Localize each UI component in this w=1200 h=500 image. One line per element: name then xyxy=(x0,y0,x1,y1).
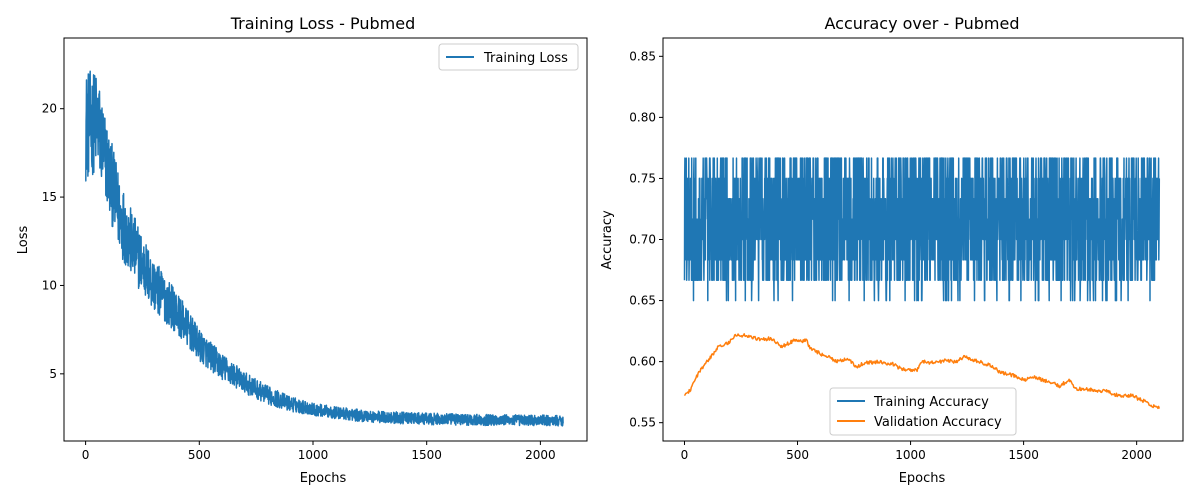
chart-left-legend-label-training-loss: Training Loss xyxy=(483,51,568,66)
right-x-tick-label: 500 xyxy=(786,448,809,462)
chart-left-y-ticks: 5 10 15 20 xyxy=(42,102,64,381)
left-series-training-loss-line xyxy=(85,70,564,427)
chart-left: Training Loss - Pubmed 0 500 1000 1500 2000 … xyxy=(16,14,588,486)
right-y-tick-label: 0.80 xyxy=(629,110,656,124)
left-x-tick-label: 1000 xyxy=(298,448,329,462)
chart-right-x-ticks: 0 500 1000 1500 2000 xyxy=(681,441,1152,462)
chart-right-title: Accuracy over - Pubmed xyxy=(824,14,1019,33)
right-x-tick-label: 1500 xyxy=(1008,448,1039,462)
chart-left-legend-box xyxy=(438,43,579,71)
chart-right-legend-label-validation-accuracy: Validation Accuracy xyxy=(874,415,1002,430)
right-x-tick-label: 1000 xyxy=(895,448,926,462)
chart-right-ylabel: Accuracy xyxy=(600,210,615,270)
left-x-tick-label: 0 xyxy=(82,448,90,462)
chart-left-axes-frame xyxy=(63,37,588,442)
right-x-tick-label: 0 xyxy=(681,448,689,462)
left-x-tick-label: 500 xyxy=(188,448,211,462)
chart-left-xlabel: Epochs xyxy=(300,471,347,486)
right-series-validation-accuracy-line xyxy=(683,333,1161,410)
left-y-tick-label: 5 xyxy=(49,367,57,381)
right-y-tick-label: 0.85 xyxy=(629,49,656,63)
chart-left-plot-area xyxy=(85,70,564,427)
left-x-tick-label: 1500 xyxy=(411,448,442,462)
chart-left-ylabel: Loss xyxy=(16,226,31,255)
right-series-training-accuracy-line xyxy=(683,157,1161,302)
left-x-tick-label: 2000 xyxy=(525,448,556,462)
left-y-tick-label: 10 xyxy=(42,278,57,292)
right-y-tick-label: 0.65 xyxy=(629,294,656,308)
left-y-tick-label: 15 xyxy=(42,190,57,204)
right-x-tick-label: 2000 xyxy=(1121,448,1152,462)
right-y-tick-label: 0.75 xyxy=(629,171,656,185)
chart-right-plot-area xyxy=(683,157,1161,410)
chart-right-legend-label-training-accuracy: Training Accuracy xyxy=(873,395,989,410)
chart-left-x-ticks: 0 500 1000 1500 2000 xyxy=(82,441,556,462)
left-y-tick-label: 20 xyxy=(42,102,57,116)
chart-right-legend-box xyxy=(829,387,1017,436)
chart-left-title: Training Loss - Pubmed xyxy=(230,14,416,33)
chart-right-legend: Training Accuracy Validation Accuracy xyxy=(829,387,1017,436)
right-y-tick-label: 0.55 xyxy=(629,416,656,430)
chart-left-legend: Training Loss xyxy=(438,43,579,71)
right-y-tick-label: 0.60 xyxy=(629,355,656,369)
right-y-tick-label: 0.70 xyxy=(629,233,656,247)
chart-right: Accuracy over - Pubmed 0 500 1000 1500 2000 … xyxy=(600,14,1184,486)
chart-right-xlabel: Epochs xyxy=(899,471,946,486)
chart-right-y-ticks: 0.55 0.60 0.65 0.70 0.75 0.80 0.85 xyxy=(629,49,663,430)
